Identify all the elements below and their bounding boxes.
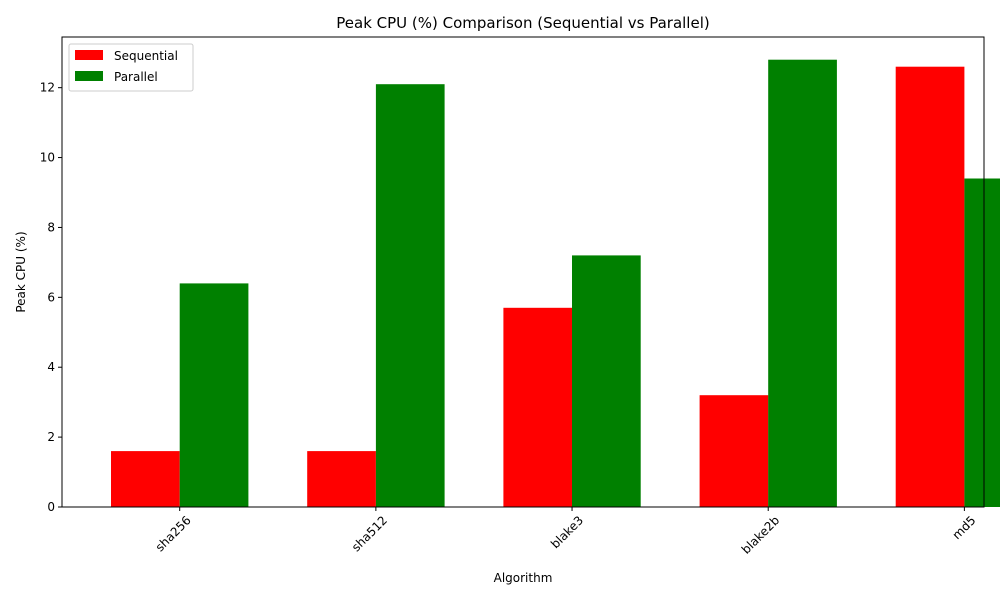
legend-swatch-parallel (75, 71, 103, 81)
chart-title: Peak CPU (%) Comparison (Sequential vs P… (336, 14, 709, 32)
y-axis: 0 2 4 6 8 10 12 (40, 81, 62, 514)
bar-parallel-sha256 (179, 283, 249, 507)
y-tick-label: 8 (47, 220, 55, 234)
bar-sequential-md5 (895, 66, 965, 507)
legend-label-parallel: Parallel (114, 70, 158, 84)
y-tick-label: 4 (47, 360, 55, 374)
bar-parallel-blake2b (768, 59, 837, 507)
bar-parallel-blake3 (572, 255, 641, 507)
y-tick-label: 10 (40, 151, 55, 165)
legend-swatch-sequential (75, 50, 103, 60)
bar-sequential-blake2b (699, 395, 769, 507)
bar-sequential-blake3 (503, 307, 573, 507)
legend-label-sequential: Sequential (114, 49, 178, 63)
plot-frame (61, 36, 985, 508)
legend: Sequential Parallel (68, 43, 194, 92)
y-axis-label: Peak CPU (%) (14, 231, 28, 312)
x-axis-label: Algorithm (494, 571, 553, 585)
y-tick-label: 0 (47, 500, 55, 514)
y-tick-label: 2 (47, 430, 55, 444)
bar-sequential-sha512 (307, 451, 376, 507)
y-tick-label: 6 (47, 290, 55, 304)
bar-sequential-sha256 (111, 451, 180, 507)
bar-parallel-sha512 (375, 84, 445, 507)
bar-parallel-md5 (964, 178, 1000, 507)
bars-group (111, 59, 1000, 507)
y-tick-label: 12 (40, 81, 55, 95)
